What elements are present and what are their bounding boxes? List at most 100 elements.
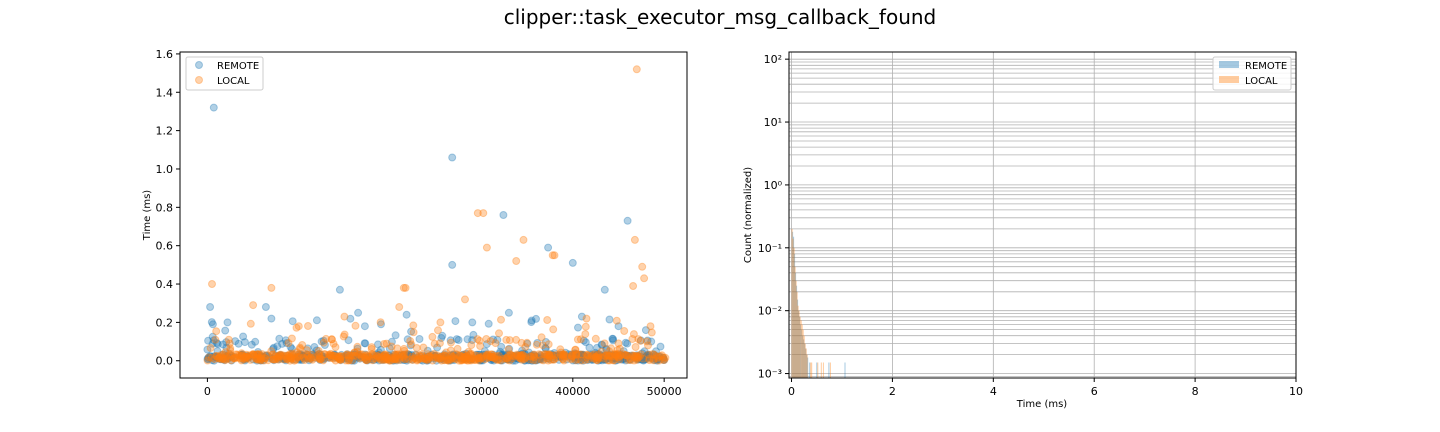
histogram-x-tick-label: 8: [1192, 385, 1199, 398]
scatter-point-remote: [543, 352, 552, 361]
scatter-point-remote: [391, 331, 400, 340]
histogram-bar-remote: [799, 316, 801, 378]
scatter-point-remote: [527, 316, 536, 325]
scatter-point-remote: [462, 351, 471, 360]
scatter-point-local: [546, 355, 555, 364]
scatter-point-local: [444, 356, 453, 365]
scatter-point-local: [292, 323, 301, 332]
scatter-point-remote: [611, 356, 620, 365]
scatter-point-local: [405, 355, 413, 364]
scatter-point-remote: [379, 356, 388, 365]
histogram-bar-local: [804, 343, 806, 378]
scatter-point-remote: [374, 340, 382, 349]
scatter-point-remote: [389, 350, 398, 359]
scatter-point-local: [567, 354, 576, 363]
scatter-point-local: [502, 335, 511, 344]
scatter-point-local: [455, 351, 464, 360]
scatter-point-local: [490, 353, 498, 362]
scatter-point-local: [478, 352, 487, 361]
scatter-point-remote: [577, 355, 586, 364]
scatter-point-remote: [260, 353, 269, 362]
scatter-point-remote: [278, 339, 287, 348]
scatter-point-remote: [646, 353, 655, 361]
scatter-point-local: [432, 353, 440, 362]
scatter-point-remote: [453, 353, 462, 362]
scatter-point-remote: [215, 355, 224, 364]
scatter-point-remote: [374, 351, 383, 360]
scatter-x-tick-label: 40000: [555, 385, 590, 398]
scatter-point-remote: [305, 353, 314, 361]
scatter-point-remote: [403, 335, 412, 344]
scatter-point-local: [308, 355, 317, 364]
scatter-point-remote: [643, 351, 652, 360]
scatter-point-remote: [215, 353, 224, 362]
scatter-point-remote: [355, 352, 364, 361]
scatter-point-local: [605, 352, 613, 361]
scatter-point-local: [284, 339, 293, 347]
scatter-point-local: [206, 344, 215, 352]
scatter-point-local: [505, 356, 514, 365]
scatter-point-remote: [439, 354, 448, 363]
scatter-point-local: [390, 355, 399, 363]
scatter-point-remote: [337, 350, 346, 359]
legend-swatch-local: [1219, 76, 1239, 83]
scatter-point-local: [350, 348, 359, 357]
scatter-point-remote: [592, 343, 601, 352]
scatter-point-local: [611, 352, 620, 361]
scatter-point-remote: [508, 353, 517, 362]
scatter-point-remote: [303, 344, 312, 353]
scatter-point-remote: [418, 351, 426, 360]
scatter-point-remote: [574, 354, 583, 363]
scatter-point-remote: [330, 353, 339, 362]
scatter-point-local: [517, 338, 526, 347]
scatter-point-local: [375, 350, 384, 359]
scatter-x-tick-label: 0: [204, 385, 211, 398]
scatter-point-remote: [648, 354, 657, 363]
scatter-point-local: [516, 352, 525, 361]
scatter-point-remote: [366, 353, 375, 362]
scatter-point-local: [495, 355, 504, 364]
scatter-point-remote: [493, 353, 502, 362]
scatter-point-remote: [420, 353, 429, 362]
scatter-point-local: [619, 350, 628, 359]
scatter-point-remote: [504, 355, 513, 364]
scatter-point-remote: [319, 336, 328, 345]
scatter-point-remote: [209, 336, 218, 345]
scatter-point-remote: [610, 354, 619, 363]
scatter-point-local: [540, 350, 549, 359]
scatter-point-remote: [370, 356, 378, 365]
scatter-point-local: [334, 353, 343, 362]
scatter-point-remote: [308, 350, 317, 359]
scatter-y-tick-label: 0.8: [156, 201, 174, 214]
scatter-point-local: [267, 347, 276, 356]
scatter-point-remote: [286, 343, 295, 352]
scatter-point-remote: [446, 356, 455, 365]
scatter-point-local: [355, 354, 364, 363]
scatter-point-remote: [634, 355, 643, 364]
scatter-point-remote: [206, 303, 215, 311]
histogram-x-tick-label: 2: [889, 385, 896, 398]
scatter-point-local: [660, 356, 669, 364]
scatter-point-local: [237, 351, 246, 360]
scatter-point-remote: [208, 332, 217, 341]
scatter-point-local: [433, 354, 442, 363]
scatter-point-local: [461, 353, 469, 362]
scatter-point-remote: [642, 353, 651, 362]
scatter-point-remote: [509, 356, 517, 365]
histogram-bar-remote: [800, 324, 802, 378]
scatter-point-remote: [644, 350, 653, 359]
scatter-point-remote: [275, 353, 284, 362]
scatter-point-local: [249, 350, 258, 359]
scatter-point-remote: [244, 353, 253, 362]
scatter-point-remote: [380, 352, 389, 361]
scatter-point-local: [655, 356, 664, 365]
scatter-point-local: [634, 353, 643, 362]
scatter-point-remote: [208, 320, 217, 329]
scatter-point-local: [302, 346, 311, 355]
scatter-point-remote: [532, 356, 541, 365]
scatter-point-remote: [349, 354, 358, 363]
scatter-point-local: [601, 352, 610, 361]
scatter-point-remote: [619, 351, 628, 360]
scatter-point-remote: [570, 349, 579, 358]
scatter-point-local: [466, 349, 475, 358]
